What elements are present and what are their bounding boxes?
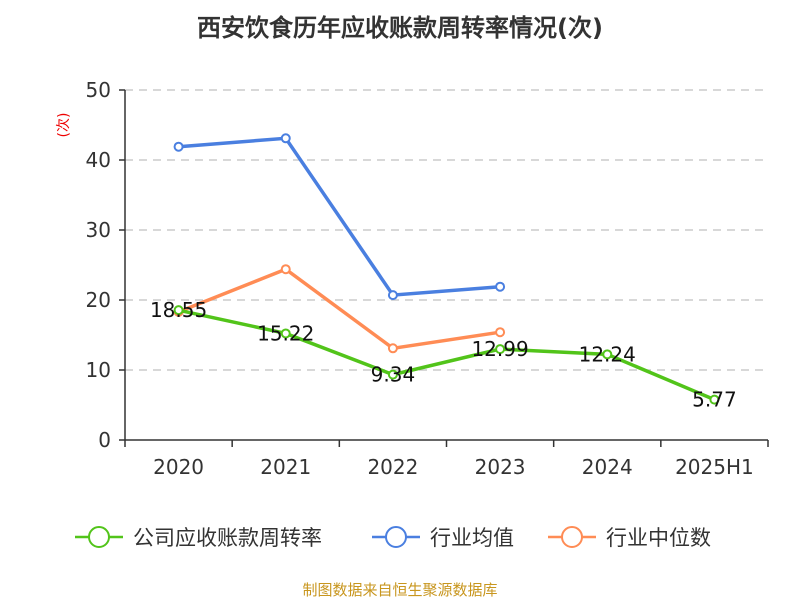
data-label: 18.55 [150, 298, 207, 322]
y-tick-label: 10 [86, 358, 111, 382]
series-line [178, 136, 501, 297]
data-point [280, 328, 291, 339]
data-point [280, 264, 291, 275]
y-tick-label: 20 [86, 288, 111, 312]
x-tick-label: 2023 [475, 455, 526, 479]
data-label: 5.77 [692, 388, 737, 412]
data-point [173, 141, 184, 152]
x-tick-label: 2022 [367, 455, 418, 479]
data-point [280, 133, 291, 144]
data-point [495, 281, 506, 292]
y-tick-label: 0 [98, 428, 111, 452]
x-tick-label: 2025H1 [675, 455, 754, 479]
data-label: 12.99 [471, 337, 528, 361]
data-point [495, 327, 506, 338]
data-point [173, 305, 184, 316]
x-tick-label: 2021 [260, 455, 311, 479]
x-tick-label: 2020 [153, 455, 204, 479]
y-tick-label: 50 [86, 78, 111, 102]
legend-marker [88, 526, 110, 548]
data-label: 9.34 [371, 363, 416, 387]
y-tick-label: 30 [86, 218, 111, 242]
x-tick-label: 2024 [582, 455, 633, 479]
y-tick-label: 40 [86, 148, 111, 172]
data-point [602, 349, 613, 360]
legend-marker [385, 526, 407, 548]
data-point [387, 290, 398, 301]
data-point [709, 394, 720, 405]
data-point [387, 369, 398, 380]
legend-marker [561, 526, 583, 548]
data-point [387, 343, 398, 354]
source-footer: 制图数据来自恒生聚源数据库 [302, 581, 498, 599]
legend-label: 行业中位数 [606, 526, 711, 550]
data-point [495, 344, 506, 355]
data-label: 15.22 [257, 321, 314, 345]
legend-label: 公司应收账款周转率 [133, 526, 322, 550]
series-line [178, 308, 716, 402]
data-label: 12.24 [579, 342, 636, 366]
legend-label: 行业均值 [430, 526, 514, 550]
chart-title: 西安饮食历年应收账款周转率情况(次) [197, 14, 603, 42]
y-axis-label: (次) [56, 113, 72, 138]
series-line [177, 267, 501, 351]
